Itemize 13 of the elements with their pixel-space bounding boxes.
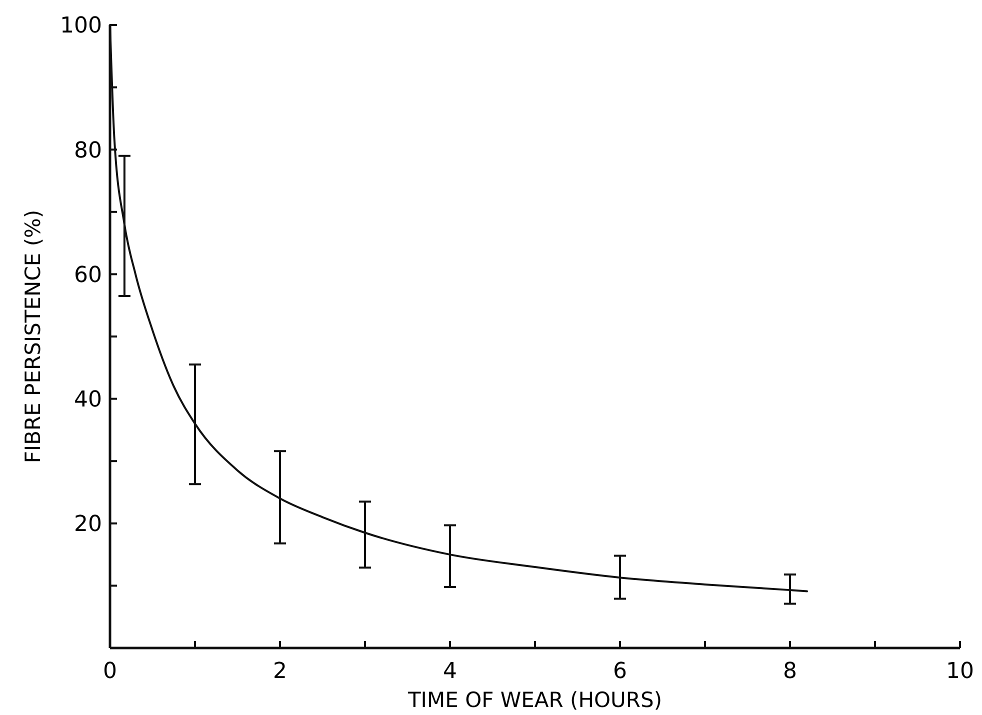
x-tick-label: 4: [443, 659, 457, 684]
y-tick-label: 100: [60, 14, 102, 39]
y-tick-label: 60: [74, 262, 102, 288]
x-tick-label: 10: [946, 659, 974, 684]
x-tick-label: 6: [613, 659, 627, 684]
x-tick-label: 0: [103, 659, 117, 684]
y-tick-label: 80: [74, 138, 102, 164]
x-tick-label: 8: [783, 659, 797, 684]
y-tick-label: 20: [74, 512, 102, 538]
x-tick-label: 2: [273, 659, 287, 684]
y-tick-label: 40: [74, 388, 102, 412]
x-axis-title: TIME OF WEAR (HOURS): [406, 688, 662, 712]
y-axis-title: FIBRE PERSISTENCE (%): [21, 210, 45, 464]
